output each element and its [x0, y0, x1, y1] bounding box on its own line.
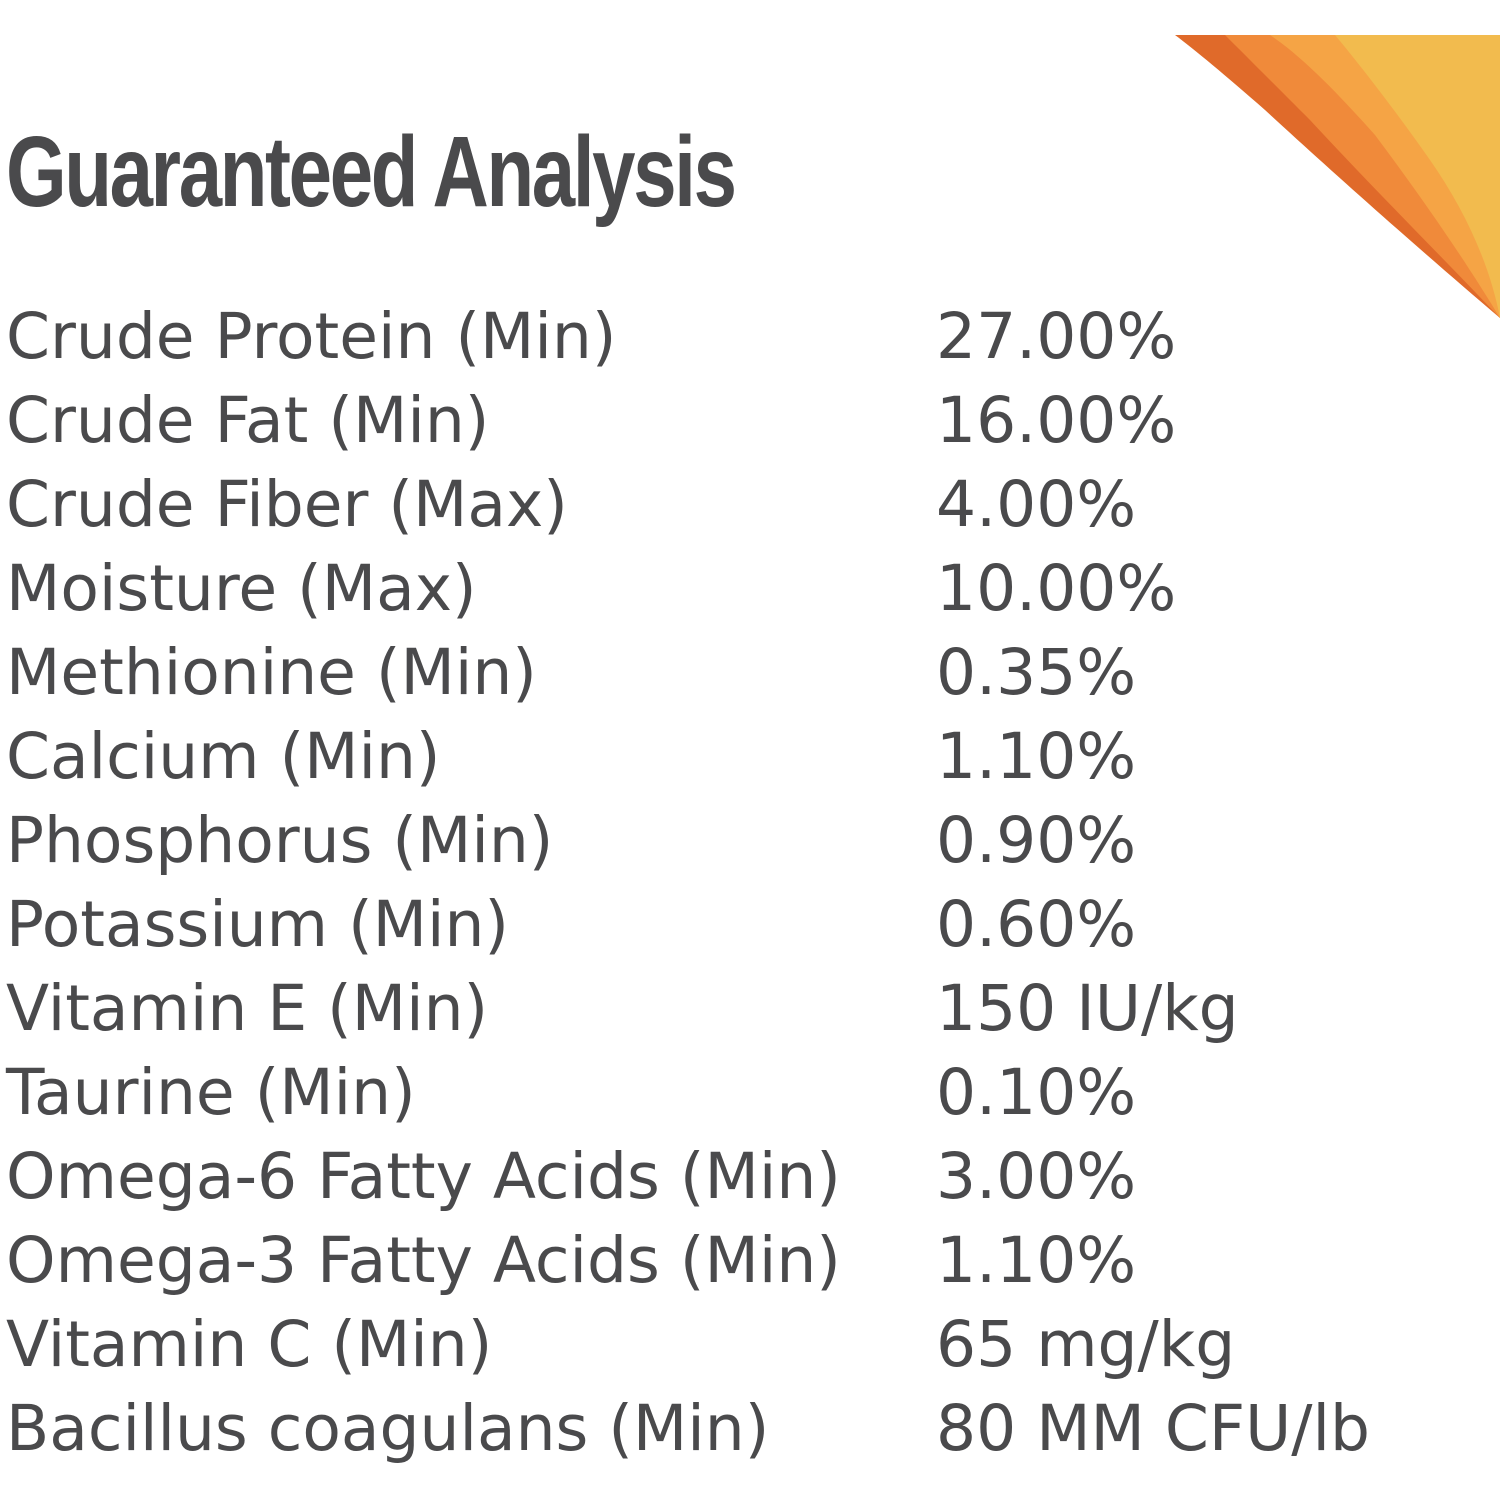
analysis-row: Calcium (Min) 1.10% [6, 715, 1476, 799]
analysis-row: Bacillus coagulans (Min) 80 MM CFU/lb [6, 1387, 1476, 1471]
analysis-row: Phosphorus (Min) 0.90% [6, 799, 1476, 883]
wave-layer-dark-orange [1175, 35, 1500, 318]
analysis-row: Vitamin E (Min) 150 IU/kg [6, 967, 1476, 1051]
analysis-row: Taurine (Min) 0.10% [6, 1051, 1476, 1135]
nutrient-amount: 4.00% [936, 468, 1137, 541]
nutrient-label: Vitamin C (Min) [6, 1308, 493, 1381]
nutrient-amount: 0.10% [936, 1056, 1137, 1129]
wave-layer-light-orange [1270, 35, 1500, 318]
nutrient-label: Crude Fat (Min) [6, 384, 490, 457]
analysis-row: Crude Protein (Min) 27.00% [6, 295, 1476, 379]
nutrient-label: Potassium (Min) [6, 888, 510, 961]
nutrient-label: Crude Fiber (Max) [6, 468, 568, 541]
nutrient-amount: 3.00% [936, 1140, 1137, 1213]
nutrient-label: Vitamin E (Min) [6, 972, 489, 1045]
nutrient-amount: 1.10% [936, 720, 1137, 793]
analysis-row: Crude Fat (Min) 16.00% [6, 379, 1476, 463]
nutrient-amount: 65 mg/kg [936, 1308, 1236, 1381]
nutrient-amount: 1.10% [936, 1224, 1137, 1297]
nutrient-label: Phosphorus (Min) [6, 804, 554, 877]
nutrient-label: Calcium (Min) [6, 720, 441, 793]
wave-layer-yellow [1335, 35, 1500, 318]
nutrient-amount: 0.60% [936, 888, 1137, 961]
nutrient-label: Omega-3 Fatty Acids (Min) [6, 1224, 841, 1297]
nutrient-amount: 150 IU/kg [936, 972, 1239, 1045]
nutrient-amount: 0.90% [936, 804, 1137, 877]
nutrient-label: Omega-6 Fatty Acids (Min) [6, 1140, 841, 1213]
nutrient-amount: 10.00% [936, 552, 1177, 625]
nutrient-label: Taurine (Min) [6, 1056, 416, 1129]
nutrient-amount: 27.00% [936, 300, 1177, 373]
nutrient-amount: 16.00% [936, 384, 1177, 457]
nutrient-label: Bacillus coagulans (Min) [6, 1392, 770, 1465]
analysis-row: Crude Fiber (Max) 4.00% [6, 463, 1476, 547]
analysis-row: Omega-6 Fatty Acids (Min) 3.00% [6, 1135, 1476, 1219]
nutrient-amount: 80 MM CFU/lb [936, 1392, 1370, 1465]
analysis-row: Moisture (Max) 10.00% [6, 547, 1476, 631]
guaranteed-analysis-table: Crude Protein (Min) 27.00% Crude Fat (Min)… [6, 295, 1476, 1471]
analysis-row: Methionine (Min) 0.35% [6, 631, 1476, 715]
nutrient-label: Moisture (Max) [6, 552, 477, 625]
nutrient-label: Crude Protein (Min) [6, 300, 617, 373]
analysis-row: Omega-3 Fatty Acids (Min) 1.10% [6, 1219, 1476, 1303]
analysis-row: Potassium (Min) 0.60% [6, 883, 1476, 967]
wave-layer-orange [1225, 35, 1500, 318]
nutrient-amount: 0.35% [936, 636, 1137, 709]
analysis-row: Vitamin C (Min) 65 mg/kg [6, 1303, 1476, 1387]
page-title: Guaranteed Analysis [6, 116, 737, 228]
nutrient-label: Methionine (Min) [6, 636, 537, 709]
